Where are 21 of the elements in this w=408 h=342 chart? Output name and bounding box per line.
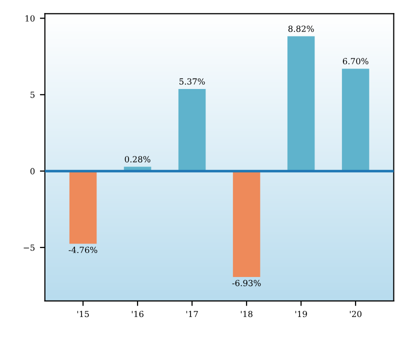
- x-tick-label: '19: [295, 310, 307, 318]
- data-label: 0.28%: [124, 156, 150, 162]
- bar: [178, 89, 206, 172]
- bar: [287, 36, 315, 172]
- x-tick-label: '16: [132, 310, 144, 318]
- data-label: 8.82%: [288, 26, 314, 32]
- bar: [69, 171, 97, 244]
- data-label: -4.76%: [68, 246, 98, 254]
- x-tick-label: '18: [240, 310, 252, 318]
- bar: [342, 68, 370, 172]
- y-tick-label: 10: [26, 15, 35, 22]
- x-tick-label: '17: [186, 310, 198, 318]
- bar: [232, 171, 260, 277]
- x-tick-label: '20: [350, 310, 362, 318]
- data-label: -6.93%: [232, 280, 261, 286]
- data-label: 6.70%: [342, 58, 368, 64]
- y-tick-label: 5: [30, 92, 35, 98]
- y-tick-label: −5: [24, 244, 35, 251]
- y-tick-label: 0: [30, 168, 35, 174]
- data-label: 5.37%: [180, 78, 205, 85]
- x-tick-label: '15: [77, 310, 89, 318]
